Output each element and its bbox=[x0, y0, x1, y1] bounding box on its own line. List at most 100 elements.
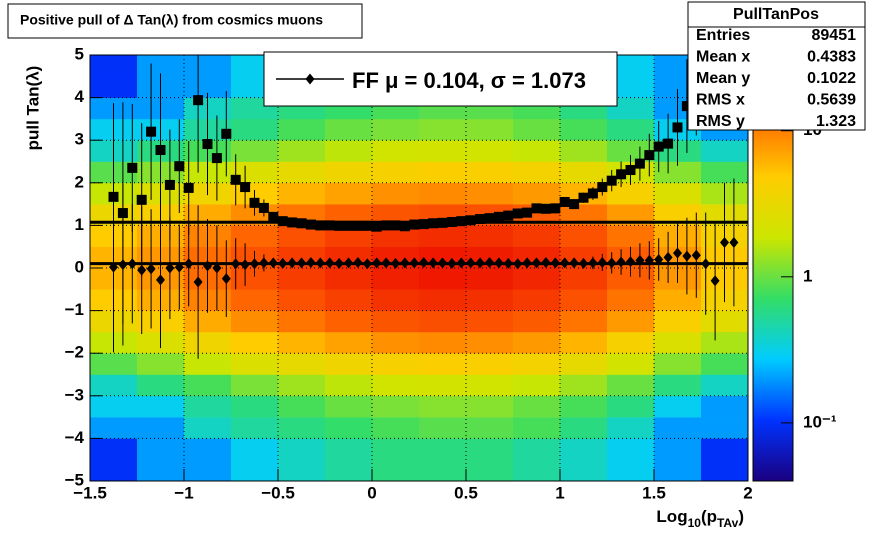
heat-cell bbox=[466, 289, 514, 311]
heat-cell bbox=[513, 374, 561, 397]
heat-cell bbox=[325, 459, 373, 481]
square-marker bbox=[202, 139, 213, 150]
heat-cell bbox=[184, 204, 232, 226]
square-marker bbox=[522, 207, 533, 218]
square-marker bbox=[578, 192, 589, 203]
heat-cell bbox=[372, 438, 420, 460]
heat-cell bbox=[90, 374, 138, 397]
square-marker bbox=[277, 216, 288, 227]
square-marker bbox=[512, 208, 523, 219]
y-tick-label: −1 bbox=[65, 300, 84, 319]
heat-cell bbox=[466, 118, 514, 141]
heat-cell bbox=[90, 417, 138, 439]
heat-cell bbox=[654, 310, 702, 333]
heat-cell bbox=[419, 310, 467, 333]
heat-cell bbox=[419, 225, 467, 247]
heat-cell bbox=[231, 310, 279, 333]
heat-cell bbox=[466, 417, 514, 439]
heat-cell bbox=[654, 182, 702, 205]
diamond-marker bbox=[626, 256, 635, 268]
heat-cell bbox=[466, 438, 514, 460]
y-tick-label: 3 bbox=[75, 130, 84, 149]
diamond-marker bbox=[297, 257, 306, 269]
diamond-marker bbox=[541, 256, 551, 268]
heat-cell bbox=[90, 459, 138, 481]
heat-cell bbox=[560, 331, 608, 354]
diamond-marker bbox=[409, 257, 419, 269]
diamond-marker bbox=[278, 257, 288, 269]
diamond-marker bbox=[475, 257, 485, 269]
diamond-marker bbox=[494, 257, 504, 269]
heat-cell bbox=[607, 182, 655, 205]
heat-cell bbox=[419, 118, 467, 141]
x-tick-label: −1.5 bbox=[73, 483, 107, 502]
diamond-marker bbox=[184, 258, 194, 270]
legend-label: FF μ = 0.104, σ = 1.073 bbox=[352, 68, 586, 93]
square-marker bbox=[597, 182, 608, 193]
heat-cell bbox=[325, 268, 373, 290]
square-marker bbox=[268, 211, 279, 222]
heat-cell bbox=[90, 395, 138, 418]
stats-value: 0.1022 bbox=[807, 70, 856, 87]
heat-cell bbox=[607, 118, 655, 141]
heat-cell bbox=[137, 438, 185, 460]
heat-cell bbox=[513, 140, 561, 162]
diamond-marker bbox=[607, 257, 617, 269]
heat-cell bbox=[701, 459, 748, 481]
diamond-marker bbox=[315, 257, 325, 269]
heat-cell bbox=[278, 289, 326, 311]
heat-cell bbox=[701, 353, 748, 375]
heat-cell bbox=[325, 417, 373, 439]
square-marker bbox=[127, 162, 138, 173]
title-box bbox=[7, 3, 363, 39]
diamond-marker bbox=[109, 261, 118, 273]
x-title-part: ) bbox=[738, 507, 744, 526]
heat-cell bbox=[372, 182, 420, 205]
z-tick-label: 1 bbox=[803, 266, 812, 285]
heat-cell bbox=[278, 417, 326, 439]
heat-cell bbox=[137, 395, 185, 418]
heat-cell bbox=[560, 438, 608, 460]
heat-cell bbox=[184, 395, 232, 418]
heat-cell bbox=[560, 353, 608, 375]
square-marker bbox=[531, 203, 542, 214]
heat-cell bbox=[231, 268, 279, 290]
square-marker bbox=[437, 217, 448, 228]
diamond-marker bbox=[325, 257, 335, 269]
heat-cell bbox=[231, 438, 279, 460]
heat-cell bbox=[231, 225, 279, 247]
diamond-marker bbox=[644, 254, 654, 266]
square-marker bbox=[334, 220, 345, 231]
diamond-marker bbox=[438, 257, 447, 269]
square-marker bbox=[315, 220, 326, 231]
heat-cell bbox=[466, 395, 514, 418]
heat-cell bbox=[607, 97, 655, 120]
heat-cell bbox=[560, 459, 608, 481]
heat-cell bbox=[607, 417, 655, 439]
heat-cell bbox=[278, 225, 326, 247]
heat-cell bbox=[184, 76, 232, 98]
heat-cell bbox=[184, 459, 232, 481]
heat-cell bbox=[701, 310, 748, 333]
stats-value: 0.5639 bbox=[807, 92, 856, 109]
square-marker bbox=[136, 194, 147, 205]
x-tick-label: −1 bbox=[174, 483, 193, 502]
heat-cell bbox=[278, 310, 326, 333]
heat-cell bbox=[466, 310, 514, 333]
heat-cell bbox=[278, 331, 326, 354]
square-marker bbox=[287, 217, 298, 228]
square-marker bbox=[211, 153, 222, 164]
diamond-marker bbox=[729, 236, 739, 248]
heat-cell bbox=[466, 140, 514, 162]
heat-cell bbox=[513, 182, 561, 205]
diamond-marker bbox=[221, 273, 231, 285]
heat-cell bbox=[419, 289, 467, 311]
diamond-marker bbox=[616, 256, 626, 268]
heat-cell bbox=[419, 417, 467, 439]
heat-cell bbox=[654, 395, 702, 418]
square-marker bbox=[550, 203, 561, 214]
y-tick-label: −5 bbox=[65, 470, 84, 489]
diamond-marker bbox=[344, 257, 353, 269]
heat-cell bbox=[372, 353, 420, 375]
stats-box: PullTanPos Entries 89451 Mean x 0.4383 Mean … bbox=[687, 1, 866, 131]
